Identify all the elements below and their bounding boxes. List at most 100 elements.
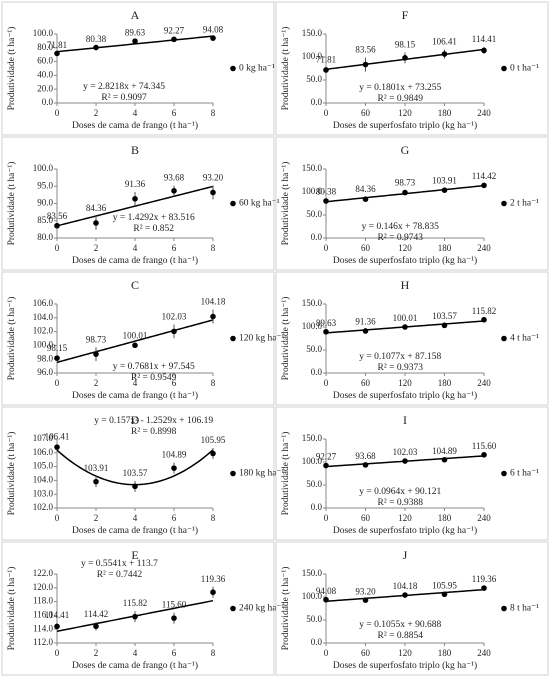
x-tick-label: 6 — [172, 108, 177, 118]
x-tick-label: 60 — [361, 108, 371, 118]
y-tick-label: 60.0 — [37, 56, 53, 66]
data-label: 103.57 — [432, 311, 457, 321]
data-label: 114.41 — [45, 610, 69, 620]
y-tick-label: 150.0 — [302, 568, 323, 578]
equation: y = 0.1801x + 73.255 — [359, 83, 441, 93]
x-tick-label: 0 — [55, 378, 60, 388]
x-tick-label: 2 — [94, 513, 99, 523]
data-label: 71.81 — [47, 40, 67, 50]
y-tick-label: 100.0 — [302, 321, 323, 331]
data-label: 115.82 — [123, 598, 147, 608]
y-tick-label: 50.0 — [306, 479, 322, 489]
r-squared: R² = 0.9849 — [378, 94, 424, 104]
y-tick-label: 100.0 — [302, 186, 323, 196]
data-label: 98.15 — [47, 343, 68, 353]
legend-marker — [230, 335, 236, 342]
point — [54, 444, 60, 450]
point — [402, 189, 408, 196]
point — [210, 450, 216, 457]
data-label: 93.20 — [355, 586, 376, 596]
point — [93, 220, 99, 226]
data-label: 98.15 — [395, 39, 416, 49]
data-label: 106.41 — [432, 37, 457, 47]
data-label: 104.18 — [393, 581, 418, 591]
x-tick-label: 0 — [324, 108, 329, 118]
point — [441, 187, 448, 194]
y-tick-label: 95.0 — [37, 180, 53, 190]
data-label: 119.36 — [472, 574, 497, 584]
point — [362, 196, 369, 202]
x-tick-label: 120 — [398, 243, 412, 253]
x-tick-label: 240 — [477, 648, 491, 658]
x-tick-label: 8 — [211, 243, 216, 253]
data-label: 93.68 — [164, 173, 185, 183]
y-tick-label: 116.0 — [33, 609, 53, 619]
panel-border — [275, 136, 549, 271]
data-label: 119.36 — [201, 574, 226, 584]
x-tick-label: 6 — [172, 378, 177, 388]
x-axis-label: Doses de cama de frango (t ha⁻¹) — [72, 660, 198, 671]
x-axis-label: Doses de cama de frango (t ha⁻¹) — [72, 525, 198, 536]
y-axis-label: Produtividade (t ha⁻¹) — [280, 27, 291, 111]
y-tick-label: 100.0 — [33, 163, 54, 173]
x-tick-label: 240 — [477, 513, 491, 523]
r-squared: R² = 0.9373 — [378, 363, 424, 373]
y-tick-label: 104.0 — [33, 474, 54, 484]
data-label: 84.36 — [355, 184, 376, 194]
data-label: 106.41 — [45, 431, 70, 441]
data-label: 92.27 — [316, 452, 337, 462]
equation: y = 0.146x + 78.835 — [362, 222, 439, 232]
data-label: 114.42 — [472, 171, 496, 181]
legend-marker — [230, 200, 236, 207]
panel-title: G — [401, 143, 410, 157]
x-tick-label: 4 — [133, 513, 138, 523]
point — [93, 623, 99, 630]
y-tick-label: 50.0 — [306, 74, 322, 84]
x-tick-label: 4 — [133, 108, 138, 118]
data-label: 114.42 — [84, 609, 108, 619]
point — [54, 50, 60, 57]
legend-label: 2 t ha⁻¹ — [510, 199, 539, 209]
panel-title: I — [403, 413, 407, 427]
point — [132, 196, 138, 202]
x-tick-label: 120 — [398, 648, 412, 658]
x-tick-label: 60 — [361, 648, 371, 658]
point — [323, 198, 329, 204]
trend-line — [56, 319, 214, 364]
point — [481, 182, 487, 189]
point — [402, 55, 408, 61]
x-tick-label: 8 — [211, 108, 216, 118]
legend-marker — [501, 65, 507, 72]
data-label: 115.60 — [162, 600, 187, 610]
point — [441, 591, 448, 598]
x-tick-label: 180 — [438, 243, 452, 253]
point — [171, 188, 177, 194]
y-tick-label: 0.0 — [311, 97, 323, 107]
point — [210, 35, 216, 41]
y-tick-label: 20.0 — [37, 83, 53, 93]
y-tick-label: 96.0 — [37, 367, 53, 377]
y-tick-label: 0.0 — [311, 232, 323, 242]
panel-title: B — [131, 143, 139, 157]
y-tick-label: 107.0 — [33, 433, 54, 443]
panel-border — [1, 271, 275, 406]
point — [362, 597, 369, 603]
point — [441, 456, 448, 463]
x-axis-label: Doses de cama de frango (t ha⁻¹) — [72, 390, 198, 401]
equation: y = 2.8218x + 74.345 — [83, 82, 165, 92]
point — [323, 462, 329, 469]
x-tick-label: 0 — [324, 243, 329, 253]
panel-title: A — [131, 8, 140, 22]
panel-border — [1, 1, 275, 136]
y-tick-label: 50.0 — [306, 209, 322, 219]
point — [93, 478, 99, 485]
data-label: 89.63 — [316, 318, 337, 328]
data-label: 83.56 — [47, 211, 68, 221]
x-tick-label: 180 — [438, 648, 452, 658]
x-tick-label: 4 — [133, 243, 138, 253]
x-tick-label: 4 — [133, 378, 138, 388]
point — [362, 462, 369, 468]
x-axis-label: Doses de superfosfato triplo (kg ha⁻¹) — [333, 255, 477, 266]
point — [210, 589, 216, 596]
panel-border — [275, 541, 549, 676]
